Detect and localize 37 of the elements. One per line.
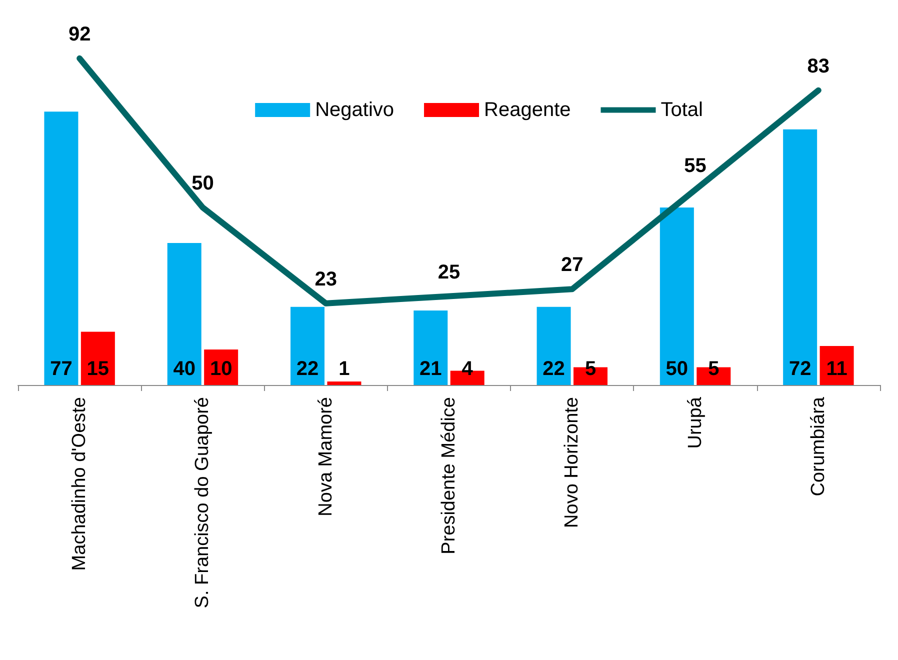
legend-label: Reagente bbox=[484, 99, 571, 121]
bar bbox=[44, 112, 78, 385]
x-tick-label: Urupá bbox=[684, 396, 706, 449]
data-label: 92 bbox=[68, 23, 91, 46]
bar bbox=[536, 306, 571, 385]
data-label: 15 bbox=[86, 358, 110, 380]
data-label: 55 bbox=[684, 154, 706, 177]
data-label: 11 bbox=[826, 358, 848, 380]
data-label: 77 bbox=[50, 358, 72, 380]
data-label: 1 bbox=[338, 358, 350, 380]
x-tick-label: Novo Horizonte bbox=[562, 397, 583, 528]
data-label: 21 bbox=[420, 358, 442, 380]
legend-label: Total bbox=[660, 99, 704, 121]
bar bbox=[660, 208, 694, 385]
data-label: 10 bbox=[210, 358, 232, 380]
bar bbox=[327, 381, 362, 385]
data-label: 40 bbox=[173, 358, 196, 380]
data-label: 50 bbox=[192, 172, 214, 194]
data-label: 25 bbox=[438, 261, 460, 284]
data-label: 27 bbox=[561, 254, 584, 276]
data-label: 83 bbox=[807, 55, 830, 78]
data-label: 72 bbox=[788, 358, 812, 380]
x-tick-label: S. Francisco do Guaporé bbox=[192, 397, 214, 608]
data-label: 23 bbox=[314, 268, 337, 290]
data-label: 22 bbox=[542, 358, 565, 380]
x-tick-label: Nova Mamoré bbox=[315, 397, 336, 516]
bar bbox=[783, 129, 818, 385]
bar bbox=[414, 310, 448, 385]
x-tick-label: Machadinho d'Oeste bbox=[69, 397, 90, 571]
bar bbox=[290, 306, 324, 385]
legend-label: Negativo bbox=[315, 99, 394, 121]
data-label: 50 bbox=[666, 358, 688, 380]
data-label: 22 bbox=[296, 358, 319, 380]
x-tick-label: Corumbiára bbox=[808, 396, 829, 496]
x-tick-label: Presidente Médice bbox=[438, 397, 460, 554]
bar bbox=[80, 332, 115, 385]
bar bbox=[167, 243, 202, 385]
